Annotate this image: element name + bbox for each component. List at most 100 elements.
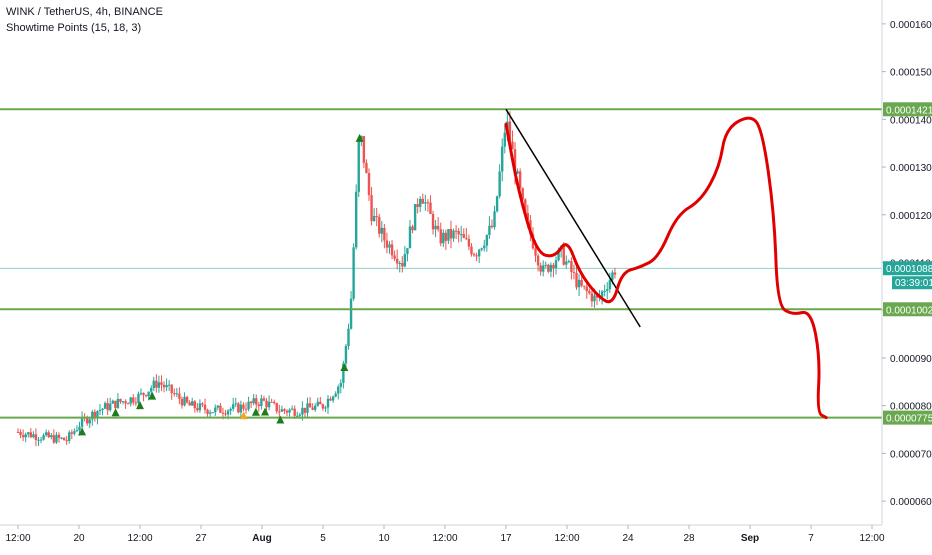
candle-body xyxy=(109,403,112,411)
candle-body xyxy=(521,188,524,200)
candle-body xyxy=(285,410,289,413)
candle-body xyxy=(577,279,581,288)
level-badge-resistance xyxy=(883,102,932,117)
last-price-label: 0.0001088 xyxy=(886,264,932,275)
candle-body xyxy=(365,162,368,174)
candle-body xyxy=(465,237,468,239)
candle-body xyxy=(339,382,343,387)
candle-body xyxy=(147,391,150,397)
candle-body xyxy=(85,417,89,424)
candle-body xyxy=(444,232,448,241)
candle-body xyxy=(32,434,35,438)
candle-body xyxy=(75,430,79,432)
candle-body xyxy=(270,401,273,403)
candle-body xyxy=(470,246,473,255)
indicator-legend[interactable]: Showtime Points (15, 18, 3) xyxy=(6,22,142,34)
candle-body xyxy=(170,384,173,393)
candle-body xyxy=(283,409,286,411)
time-tick-label: 27 xyxy=(195,533,207,544)
candle-body xyxy=(221,412,225,414)
signal-marker-up xyxy=(261,407,270,416)
candle-body xyxy=(511,141,514,150)
candle-body xyxy=(349,298,353,329)
candle-body xyxy=(454,230,458,232)
candle-body xyxy=(260,398,263,407)
candle-body xyxy=(524,199,527,213)
candle-body xyxy=(152,380,155,389)
candle-body xyxy=(375,216,378,218)
countdown-label: 03:39:01 xyxy=(895,278,932,289)
candle-body xyxy=(21,435,25,438)
candle-body xyxy=(249,401,253,404)
candle-body xyxy=(47,432,50,438)
candle-body xyxy=(275,403,278,412)
candle-body xyxy=(137,393,140,403)
candle-body xyxy=(224,413,227,415)
candle-body xyxy=(219,405,222,413)
candle-body xyxy=(319,401,322,405)
candle-body xyxy=(467,238,471,247)
candle-body xyxy=(44,432,48,436)
candle-body xyxy=(167,384,171,386)
candle-body xyxy=(124,401,127,404)
candle-body xyxy=(513,149,517,174)
candle-body xyxy=(344,345,348,364)
candle-body xyxy=(201,403,204,405)
candle-body xyxy=(426,202,430,204)
candle-body xyxy=(429,202,432,214)
candle-body xyxy=(613,272,617,275)
time-tick-label: 28 xyxy=(683,533,695,544)
candle-body xyxy=(103,403,107,409)
candle-body xyxy=(434,225,437,230)
candle-body xyxy=(91,411,94,420)
candle-body xyxy=(526,212,530,221)
candle-body xyxy=(216,405,220,408)
candle-body xyxy=(278,411,281,413)
candle-body xyxy=(401,262,404,267)
candle-body xyxy=(357,141,360,192)
candle-body xyxy=(372,216,376,222)
candle-body xyxy=(185,396,189,403)
candle-body xyxy=(68,432,71,441)
time-tick-label: 24 xyxy=(622,533,634,544)
candle-body xyxy=(288,409,291,413)
time-tick-label: 12:00 xyxy=(127,533,152,544)
candle-body xyxy=(460,234,463,236)
candle-body xyxy=(413,204,417,231)
candle-body xyxy=(42,435,45,440)
candle-body xyxy=(52,435,56,443)
candle-body xyxy=(198,403,202,411)
candle-body xyxy=(436,225,440,230)
candle-body xyxy=(150,388,153,392)
time-tick-label: 12:00 xyxy=(554,533,579,544)
chart-title: WINK / TetherUS, 4h, BINANCE xyxy=(6,6,163,18)
candle-body xyxy=(142,392,145,395)
candle-body xyxy=(242,404,245,409)
candle-body xyxy=(406,248,409,255)
candle-body xyxy=(301,407,304,415)
candle-body xyxy=(280,409,284,412)
candle-body xyxy=(239,404,243,413)
candle-body xyxy=(111,400,114,404)
candle-body xyxy=(88,419,91,424)
time-tick-label: Sep xyxy=(741,533,759,544)
candle-body xyxy=(29,432,33,438)
candle-body xyxy=(257,404,261,407)
candle-body xyxy=(126,403,130,405)
forecast-drawing[interactable] xyxy=(504,116,828,420)
candle-body xyxy=(380,227,384,234)
candle-body xyxy=(378,216,381,234)
level-badge-label: 0.0000775 xyxy=(886,414,932,425)
candle-body xyxy=(416,204,419,207)
candle-body xyxy=(354,191,358,248)
candle-body xyxy=(183,396,186,406)
candle-body xyxy=(411,226,414,231)
candle-body xyxy=(403,254,407,267)
candle-body xyxy=(96,411,99,418)
candle-body xyxy=(508,121,512,142)
signal-marker-up xyxy=(340,362,349,371)
candle-body xyxy=(606,289,609,291)
